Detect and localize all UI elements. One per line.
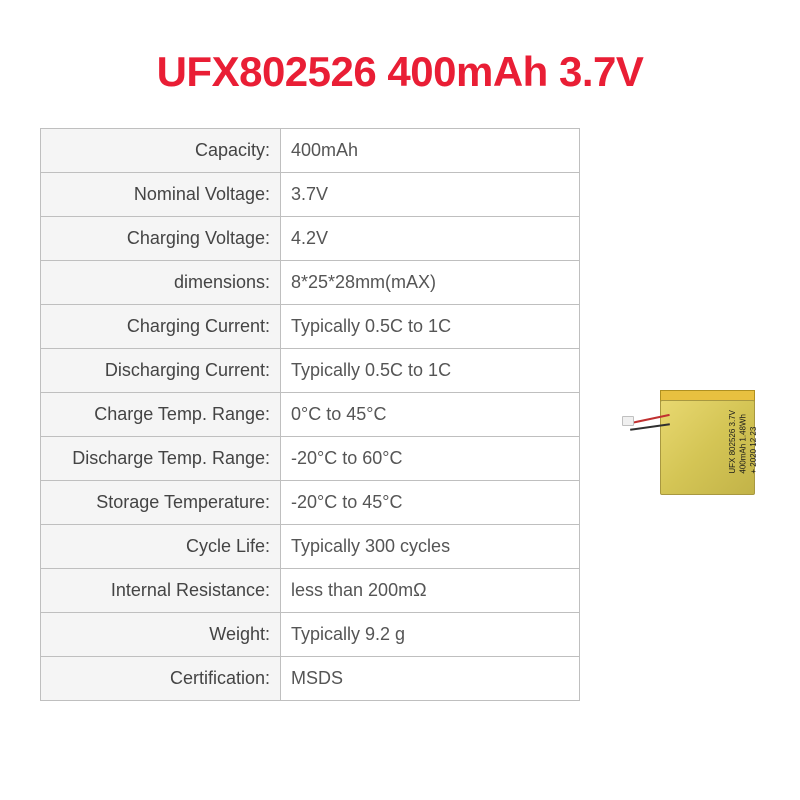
spec-label: Charging Current:: [41, 305, 281, 349]
table-row: Cycle Life:Typically 300 cycles: [41, 525, 580, 569]
battery-image: UFX 802526 3.7V 400mAh 1.48Wh + 2020 12 …: [630, 380, 770, 510]
spec-label: Capacity:: [41, 129, 281, 173]
table-row: Storage Temperature:-20°C to 45°C: [41, 481, 580, 525]
battery-connector: [622, 416, 634, 426]
spec-table: Capacity:400mAhNominal Voltage:3.7VCharg…: [40, 128, 580, 701]
spec-value: 4.2V: [281, 217, 580, 261]
spec-value: -20°C to 45°C: [281, 481, 580, 525]
battery-label-text: UFX 802526 3.7V 400mAh 1.48Wh + 2020 12 …: [728, 410, 759, 474]
spec-value: 0°C to 45°C: [281, 393, 580, 437]
spec-label: Nominal Voltage:: [41, 173, 281, 217]
table-row: Certification:MSDS: [41, 657, 580, 701]
spec-label: Internal Resistance:: [41, 569, 281, 613]
spec-value: 8*25*28mm(mAX): [281, 261, 580, 305]
spec-value: Typically 0.5C to 1C: [281, 349, 580, 393]
spec-value: MSDS: [281, 657, 580, 701]
table-row: Discharge Temp. Range:-20°C to 60°C: [41, 437, 580, 481]
spec-label: Charge Temp. Range:: [41, 393, 281, 437]
table-row: Charging Current:Typically 0.5C to 1C: [41, 305, 580, 349]
spec-value: less than 200mΩ: [281, 569, 580, 613]
table-row: Weight:Typically 9.2 g: [41, 613, 580, 657]
spec-label: Certification:: [41, 657, 281, 701]
spec-label: dimensions:: [41, 261, 281, 305]
spec-label: Weight:: [41, 613, 281, 657]
spec-value: Typically 0.5C to 1C: [281, 305, 580, 349]
table-row: Discharging Current:Typically 0.5C to 1C: [41, 349, 580, 393]
spec-label: Charging Voltage:: [41, 217, 281, 261]
table-row: Nominal Voltage:3.7V: [41, 173, 580, 217]
spec-value: Typically 9.2 g: [281, 613, 580, 657]
table-row: Charging Voltage:4.2V: [41, 217, 580, 261]
spec-table-body: Capacity:400mAhNominal Voltage:3.7VCharg…: [41, 129, 580, 701]
spec-label: Discharging Current:: [41, 349, 281, 393]
spec-value: 3.7V: [281, 173, 580, 217]
table-row: dimensions:8*25*28mm(mAX): [41, 261, 580, 305]
table-row: Internal Resistance:less than 200mΩ: [41, 569, 580, 613]
table-row: Capacity:400mAh: [41, 129, 580, 173]
spec-label: Cycle Life:: [41, 525, 281, 569]
spec-value: Typically 300 cycles: [281, 525, 580, 569]
page-title: UFX802526 400mAh 3.7V: [0, 0, 800, 128]
spec-value: 400mAh: [281, 129, 580, 173]
spec-label: Discharge Temp. Range:: [41, 437, 281, 481]
table-row: Charge Temp. Range:0°C to 45°C: [41, 393, 580, 437]
spec-label: Storage Temperature:: [41, 481, 281, 525]
spec-value: -20°C to 60°C: [281, 437, 580, 481]
